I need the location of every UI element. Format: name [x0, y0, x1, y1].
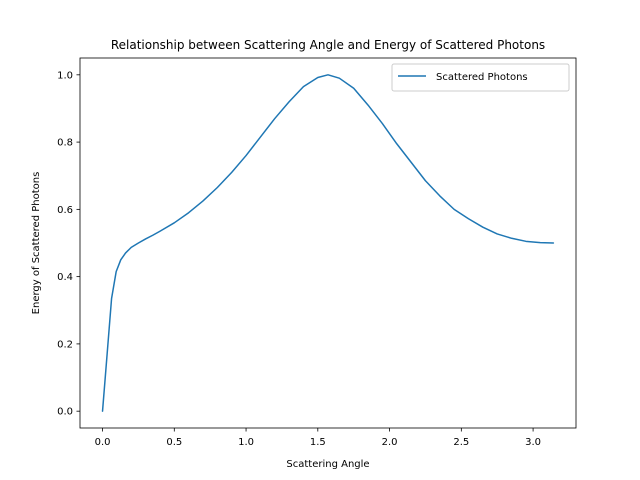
y-axis: 0.0 0.2 0.4 0.6 0.8 1.0: [57, 70, 80, 418]
y-tick-label: 0.4: [57, 272, 73, 283]
y-tick-label: 1.0: [57, 70, 73, 81]
legend-label: Scattered Photons: [436, 72, 528, 83]
x-tick-label: 3.0: [525, 437, 541, 448]
x-tick-label: 1.5: [310, 437, 326, 448]
legend: Scattered Photons: [391, 63, 570, 92]
y-tick-label: 0.8: [57, 138, 73, 149]
y-axis-label: Energy of Scattered Photons: [31, 172, 42, 315]
y-tick-label: 0.0: [57, 407, 73, 418]
chart-title: Relationship between Scattering Angle an…: [111, 38, 545, 52]
y-tick-label: 0.2: [57, 339, 73, 350]
plot-area: [101, 74, 555, 412]
axes-frame: [79, 57, 577, 429]
series-line-0: [101, 74, 555, 412]
legend-box: [391, 63, 570, 92]
x-tick-label: 0.5: [166, 437, 182, 448]
x-tick-label: 0.0: [95, 437, 111, 448]
x-tick-label: 2.0: [382, 437, 398, 448]
y-tick-label: 0.6: [57, 205, 73, 216]
x-axis-label: Scattering Angle: [286, 459, 369, 470]
x-tick-label: 1.0: [238, 437, 254, 448]
x-axis: 0.0 0.5 1.0 1.5 2.0 2.5 3.0: [95, 428, 541, 448]
x-tick-label: 2.5: [453, 437, 469, 448]
